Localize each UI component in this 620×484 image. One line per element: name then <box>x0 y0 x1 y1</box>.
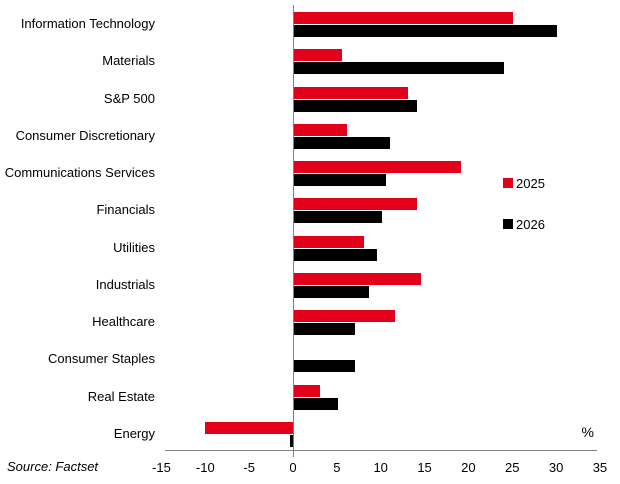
x-tick-label: 25 <box>505 460 520 475</box>
legend-swatch-2026 <box>503 219 513 229</box>
category-label: Consumer Discretionary <box>15 127 155 143</box>
bar-2026-communications-services <box>294 174 387 186</box>
category-label: Materials <box>102 53 155 69</box>
x-tick-label: -5 <box>243 460 255 475</box>
bar-2025-information-technology <box>294 12 514 24</box>
bar-2026-s-p-500 <box>294 99 417 112</box>
bar-2026-utilities <box>294 248 378 261</box>
x-axis-line <box>165 450 597 451</box>
legend-label-2026: 2026 <box>516 216 545 232</box>
legend-item-2025: 2025 <box>503 175 545 191</box>
bar-2025-energy <box>205 421 293 434</box>
x-tick-label: 5 <box>333 460 341 475</box>
bar-2026-healthcare <box>294 323 356 335</box>
bar-2026-consumer-discretionary <box>294 136 391 149</box>
bar-2026-consumer-staples <box>294 360 356 373</box>
bar-2025-materials <box>294 49 343 62</box>
bar-2025-financials <box>294 198 417 211</box>
category-label: Healthcare <box>92 314 155 329</box>
x-tick-label: 15 <box>417 460 432 475</box>
bar-2025-real-estate <box>294 384 321 397</box>
bar-2025-industrials <box>294 272 422 285</box>
legend-swatch-2025 <box>503 178 513 188</box>
category-label: Industrials <box>95 276 155 292</box>
bar-2026-real-estate <box>294 397 338 410</box>
x-tick-label: 10 <box>373 460 388 475</box>
category-label: Consumer Staples <box>48 351 155 367</box>
category-label: Information Technology <box>20 16 155 31</box>
bar-2026-industrials <box>294 285 369 298</box>
source-note: Source: Factset <box>7 459 99 474</box>
bar-2026-information-technology <box>294 25 558 37</box>
x-tick-label: 35 <box>592 460 608 475</box>
category-label: Financials <box>96 202 155 218</box>
bar-2026-materials <box>294 62 505 75</box>
percent-axis-unit-label: % <box>581 424 594 440</box>
bar-2026-energy <box>290 434 293 447</box>
category-label: Real Estate <box>87 388 155 404</box>
x-tick-label: 20 <box>461 460 476 475</box>
category-label: S&P 500 <box>103 90 155 106</box>
bar-2026-financials <box>294 211 382 224</box>
zero-baseline <box>293 5 294 457</box>
bar-2025-utilities <box>294 235 365 248</box>
x-tick-label: -10 <box>195 460 215 475</box>
legend-item-2026: 2026 <box>503 216 545 232</box>
category-label: Energy <box>113 425 155 441</box>
bar-2025-s-p-500 <box>294 86 408 99</box>
bar-2025-communications-services <box>294 161 461 173</box>
category-label: Communications Services <box>4 165 155 180</box>
legend-label-2025: 2025 <box>516 175 545 191</box>
bar-2025-healthcare <box>294 310 395 322</box>
x-tick-label: 30 <box>548 460 564 475</box>
x-tick-label: 0 <box>289 460 297 475</box>
category-label: Utilities <box>113 239 155 255</box>
bar-2025-consumer-discretionary <box>294 123 347 136</box>
x-tick-label: -15 <box>152 460 171 475</box>
